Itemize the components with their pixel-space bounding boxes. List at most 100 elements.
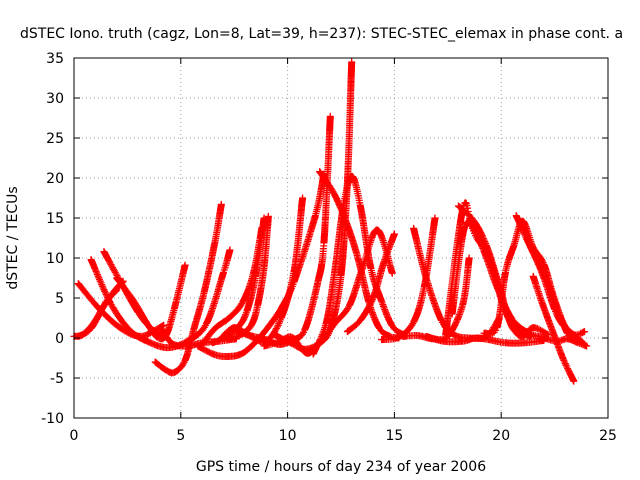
data-point <box>393 233 396 235</box>
data-point <box>573 334 575 336</box>
data-point <box>498 284 500 287</box>
data-point <box>547 334 549 336</box>
data-point <box>468 257 470 259</box>
data-point <box>222 271 225 274</box>
data-point <box>323 242 325 244</box>
data-point <box>496 326 498 329</box>
data-point <box>280 317 282 319</box>
data-point <box>318 170 321 173</box>
data-point <box>348 304 351 307</box>
data-point <box>447 335 449 338</box>
data-series <box>70 58 591 385</box>
series-8 <box>113 261 189 343</box>
data-point <box>184 264 186 267</box>
data-point <box>513 329 515 331</box>
data-point <box>457 205 460 207</box>
data-point <box>391 325 394 327</box>
data-point <box>254 275 257 278</box>
data-point <box>90 327 92 330</box>
data-point <box>506 314 509 317</box>
y-tick-label: -5 <box>50 371 64 387</box>
data-point <box>540 271 543 274</box>
data-point <box>229 355 231 358</box>
data-point <box>226 338 229 341</box>
y-tick-label: 10 <box>46 251 64 267</box>
data-point <box>246 310 248 312</box>
data-point <box>504 342 507 344</box>
data-point <box>402 335 404 338</box>
data-point <box>325 322 327 325</box>
data-point <box>233 326 235 329</box>
data-point <box>197 345 199 347</box>
data-point <box>370 267 372 270</box>
data-point <box>160 328 163 331</box>
data-point <box>472 219 475 222</box>
data-point <box>267 326 270 328</box>
data-point <box>154 361 156 363</box>
data-point <box>380 300 383 303</box>
data-point <box>451 313 453 315</box>
data-point <box>555 340 558 343</box>
data-point <box>220 337 223 339</box>
data-point <box>128 329 131 331</box>
data-point <box>526 238 528 240</box>
y-tick-label: 25 <box>46 131 64 147</box>
data-point <box>350 175 353 178</box>
x-tick-label: 20 <box>492 428 510 444</box>
y-tick-label: 5 <box>55 291 64 307</box>
data-point <box>333 322 336 325</box>
data-point <box>573 380 575 383</box>
data-point <box>425 335 428 338</box>
data-point <box>461 303 464 306</box>
data-point <box>543 263 545 266</box>
data-point <box>442 340 445 343</box>
data-point <box>376 229 379 231</box>
x-tick-label: 10 <box>279 428 297 444</box>
x-axis-label: GPS time / hours of day 234 of year 2006 <box>196 459 486 475</box>
data-point <box>382 262 385 264</box>
data-point <box>333 271 336 274</box>
data-point <box>291 336 293 339</box>
series-markers <box>540 334 591 350</box>
data-point <box>278 341 280 343</box>
data-point <box>214 354 216 356</box>
data-point <box>165 334 167 337</box>
series-11 <box>209 214 268 347</box>
x-tick-label: 15 <box>385 428 403 444</box>
series-20 <box>378 214 439 344</box>
data-point <box>173 307 176 310</box>
data-point <box>212 342 214 344</box>
data-point <box>464 225 466 227</box>
data-point <box>293 270 295 273</box>
y-tick-label: 35 <box>46 51 64 67</box>
data-point <box>203 290 206 293</box>
y-tick-label: 30 <box>46 91 64 107</box>
data-point <box>585 345 588 347</box>
data-point <box>532 275 535 278</box>
data-point <box>214 327 216 330</box>
data-point <box>263 266 265 268</box>
data-point <box>391 272 394 275</box>
data-point <box>267 215 270 218</box>
data-point <box>487 338 490 341</box>
data-point <box>425 278 428 280</box>
series-12 <box>224 212 272 344</box>
data-point <box>115 277 118 279</box>
data-point <box>192 329 195 331</box>
y-tick-label: 0 <box>55 331 64 347</box>
data-point <box>147 341 150 343</box>
series-29 <box>523 235 588 339</box>
data-point <box>412 321 415 323</box>
x-tick-label: 25 <box>599 428 617 444</box>
data-point <box>105 301 107 303</box>
data-point <box>205 322 208 325</box>
data-point <box>540 301 543 303</box>
data-point <box>372 297 374 299</box>
data-point <box>241 352 244 355</box>
series-18 <box>316 168 403 342</box>
data-point <box>133 300 135 303</box>
data-point <box>103 250 105 253</box>
series-19 <box>343 230 398 336</box>
data-point <box>220 203 223 206</box>
